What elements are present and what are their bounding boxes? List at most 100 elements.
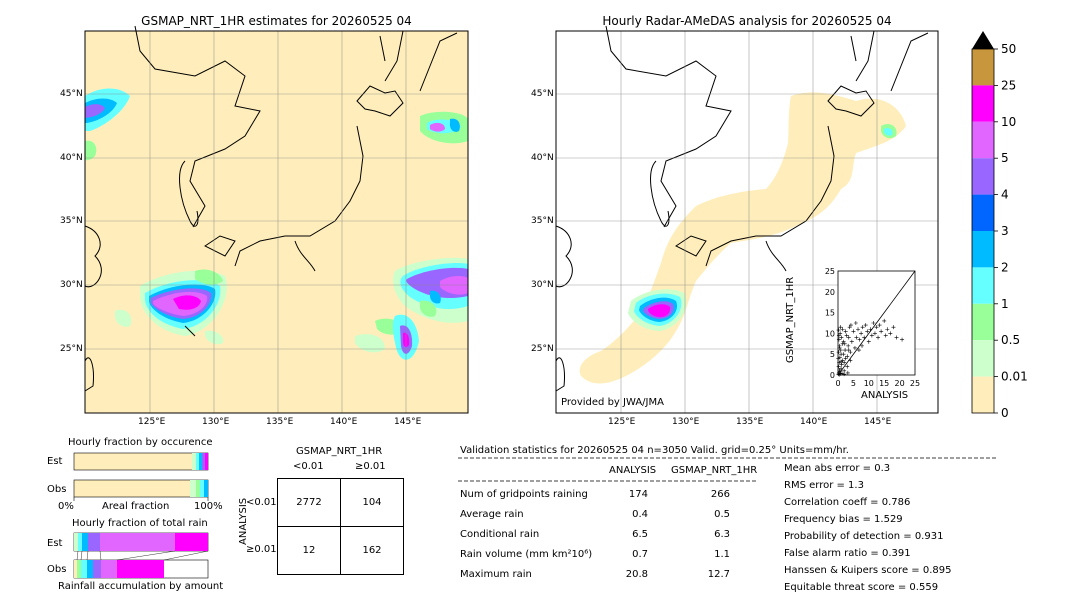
colorbar-extend-triangle: [972, 31, 994, 49]
colorbar-segment: [972, 121, 994, 159]
scatter-point: [883, 333, 888, 338]
colorbar-segment: [972, 303, 994, 341]
scatter-point: [860, 325, 865, 330]
contingency-col-ge: ≥0.01: [355, 461, 386, 472]
stat-analysis-maximum: 20.8: [625, 569, 648, 580]
left-lon-130: 130°E: [202, 417, 230, 427]
scatter-xtick: 15: [879, 379, 889, 388]
scatter-ytick: 5: [830, 350, 835, 359]
scatter-point: [847, 325, 852, 330]
colorbar-label: 4: [1001, 188, 1009, 202]
left-lat-35: 35°N: [60, 216, 83, 226]
left-lon-145: 145°E: [394, 417, 422, 427]
scatter-ytick: 10: [825, 329, 835, 338]
stat-label-maximum: Maximum rain: [460, 569, 532, 580]
cell-lt-ge: 104: [340, 478, 404, 527]
scatter-point: [845, 354, 850, 359]
scatter-point: [842, 360, 847, 365]
scatter-point: [840, 327, 845, 332]
scatter-point: [841, 339, 846, 344]
contingency-table: 2772 104 12 162: [277, 478, 404, 575]
colorbar-segment: [972, 231, 994, 268]
scatter-point: [853, 321, 858, 325]
scatter-point: [871, 321, 876, 325]
colorbar-label: 10: [1001, 115, 1016, 129]
scatter-point: [900, 337, 905, 342]
scatter-point: [839, 359, 844, 364]
scatter-point: [872, 331, 877, 336]
scatter-point: [837, 360, 842, 365]
total-est-label: Est: [47, 538, 63, 549]
scatter-ytick: 15: [825, 309, 835, 318]
stat-gsmap-volume: 1.1: [714, 549, 730, 560]
scatter-point: [840, 341, 845, 346]
scatter-xtick: 10: [864, 379, 874, 388]
stat-label-volume: Rain volume (mm km²10⁶): [460, 549, 593, 560]
right-lat-40: 40°N: [531, 153, 554, 163]
right-lon-125: 125°E: [608, 417, 636, 427]
scatter-point: [868, 327, 873, 332]
scatter-point: [836, 328, 841, 333]
colorbar-segment: [972, 194, 994, 231]
contingency-row-ge: ≥0.01: [246, 544, 277, 555]
contingency-row-lt: <0.01: [246, 497, 277, 508]
scatter-point: [854, 335, 859, 340]
score-correlation: Correlation coeff = 0.786: [784, 497, 911, 508]
scatter-point: [860, 343, 865, 348]
colorbar-label: 2: [1001, 260, 1009, 274]
colorbar-segment: [972, 85, 994, 122]
scatter-point: [862, 335, 867, 340]
scatter-point: [852, 345, 857, 350]
stat-analysis-raining: 174: [628, 489, 648, 500]
colorbar-segment: [972, 49, 994, 86]
cell-ge-ge: 162: [340, 526, 404, 575]
occurrence-axis-right: 100%: [194, 501, 223, 512]
scatter-ytick: 25: [825, 267, 835, 276]
scatter-xtick: 20: [895, 379, 905, 388]
right-lon-145: 145°E: [864, 417, 892, 427]
colorbar-label: 1: [1001, 297, 1009, 311]
right-map-title: Hourly Radar-AMeDAS analysis for 2026052…: [602, 14, 892, 28]
scatter-point: [843, 329, 848, 334]
scatter-ytick: 0: [830, 371, 835, 380]
scatter-point: [863, 323, 868, 328]
colorbar-segment: [972, 267, 994, 304]
stat-gsmap-maximum: 12.7: [707, 569, 730, 580]
colorbar-segment: [972, 340, 994, 377]
scatter-ytick: 20: [825, 288, 835, 297]
scatter-point: [846, 335, 851, 340]
colorbar-segment: [972, 158, 994, 195]
stat-analysis-average: 0.4: [632, 509, 648, 520]
scatter-point: [840, 371, 845, 376]
scatter-point: [849, 339, 854, 344]
scatter-point: [888, 331, 893, 336]
total-title: Hourly fraction of total rain: [72, 518, 208, 529]
scatter-point: [836, 337, 841, 342]
score-pod: Probability of detection = 0.931: [784, 531, 944, 542]
left-lat-25: 25°N: [60, 344, 83, 354]
scatter-point: [859, 331, 864, 336]
scatter-ylabel: GSMAP_NRT_1HR: [785, 277, 796, 363]
colorbar-label: 0.5: [1001, 333, 1020, 347]
total-footer: Rainfall accumulation by amount: [58, 581, 224, 592]
colorbar-label: 50: [1001, 42, 1016, 56]
scatter-point: [891, 325, 896, 330]
left-lon-135: 135°E: [266, 417, 294, 427]
scatter-point: [838, 325, 843, 330]
right-lat-45: 45°N: [531, 89, 554, 99]
colorbar-label: 0.01: [1001, 370, 1028, 384]
cell-ge-lt: 12: [277, 526, 341, 575]
right-lon-130: 130°E: [672, 417, 700, 427]
colorbar-label: 3: [1001, 224, 1009, 238]
scatter-point: [836, 372, 841, 377]
score-frequency-bias: Frequency bias = 1.529: [784, 514, 903, 525]
scatter-point: [876, 335, 881, 340]
scatter-ticks: 0 5 10 15 20 25 0 5 10 15 20 25: [825, 267, 920, 388]
scatter-point: [856, 327, 861, 332]
scatter-point: [839, 366, 844, 371]
scatter-point: [836, 350, 841, 355]
stat-analysis-volume: 0.7: [632, 549, 648, 560]
scatter-point: [837, 372, 842, 377]
